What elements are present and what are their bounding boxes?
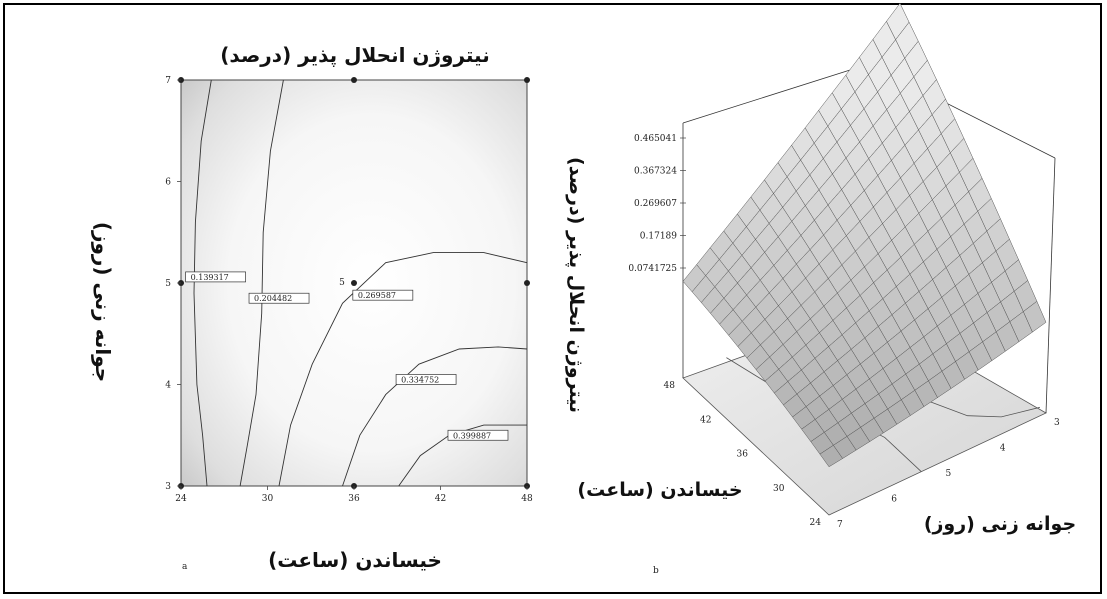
design-point-9: [524, 77, 530, 83]
x-tick-label-48: 48: [521, 494, 533, 504]
contour-title: نیتروژن انحلال پذیر (درصد): [220, 43, 489, 68]
contour-label-box: [185, 271, 246, 283]
y-tick-label-7: 7: [165, 76, 171, 86]
surface-x-tick-3: 3: [1054, 418, 1060, 428]
contour-label-box: [352, 289, 414, 301]
x-tick-label-24: 24: [175, 494, 187, 504]
y-tick-label-4: 4: [165, 381, 171, 391]
surface-y-tick-48: 48: [664, 381, 676, 391]
response-surface: [682, 2, 1047, 468]
box-top-back: [682, 63, 870, 124]
surface-y-tick-36: 36: [737, 450, 749, 460]
surface-y-tick-30: 30: [773, 484, 785, 494]
y-ticks-surface: 24 30 36 42 48: [664, 381, 822, 528]
surface-y-tick-42: 42: [700, 415, 711, 425]
contour-label-text: 0.204482: [254, 294, 292, 303]
contour-label-2: 0.204482: [248, 292, 310, 304]
contour-labels: 0.139317 0.204482 0.269587 0.334752 0.399887: [185, 271, 509, 441]
surface-x-tick-7: 7: [837, 520, 843, 530]
contour-line-4: [342, 346, 528, 487]
panel-label-b: b: [653, 566, 659, 576]
panel-label-a: a: [182, 562, 188, 572]
contour-label-text: 0.399887: [453, 431, 491, 440]
z-tick-label-1: 0.17189: [640, 231, 677, 241]
surface-z-axis-label: نیتروژن انحلال پذیر (درصد): [565, 157, 587, 413]
contour-panel: 0.139317 0.204482 0.269587 0.334752 0.399887…: [91, 43, 533, 572]
contour-label-3: 0.269587: [352, 289, 414, 301]
x-tick-label-30: 30: [262, 494, 274, 504]
contour-label-box: [248, 292, 310, 304]
contour-y-axis-label: جوانه زنی (روز): [91, 222, 115, 382]
z-tick-label-4: 0.465041: [634, 134, 677, 144]
contour-label-box: [447, 429, 509, 441]
design-point-8: [351, 77, 357, 83]
surface-y-tick-24: 24: [810, 518, 822, 528]
x-tick-label-36: 36: [348, 494, 360, 504]
y-tick-label-3: 3: [165, 482, 171, 492]
design-point-6: [524, 280, 530, 286]
contour-x-axis-label: خیساندن (ساعت): [268, 548, 442, 572]
surface-x-tick-5: 5: [946, 469, 952, 479]
z-tick-label-0: 0.0741725: [628, 264, 677, 274]
z-tick-label-2: 0.269607: [634, 199, 677, 209]
surface-y-axis-label: خیساندن (ساعت): [577, 479, 742, 501]
design-point-5: [351, 280, 357, 286]
contour-label-text: 0.269587: [358, 291, 396, 300]
contour-label-5: 0.399887: [447, 429, 509, 441]
x-ticks-surface: 3 4 5 6 7: [837, 418, 1060, 530]
y-ticks-contour: 3 4 5 6 7: [165, 76, 181, 492]
contour-label-box: [395, 374, 457, 385]
contour-label-text: 0.334752: [401, 375, 439, 384]
surface-x-tick-6: 6: [891, 495, 897, 505]
contour-label-1: 0.139317: [185, 271, 246, 283]
contour-label-4: 0.334752: [395, 374, 457, 385]
contour-line-2: [239, 79, 284, 487]
center-point-label: 5: [339, 278, 345, 288]
box-right-edge: [1045, 157, 1056, 414]
surface-x-axis-label: جوانه زنی (روز): [924, 513, 1076, 535]
y-tick-label-6: 6: [165, 178, 171, 188]
z-tick-label-3: 0.367324: [634, 166, 677, 176]
y-tick-label-5: 5: [165, 279, 171, 289]
x-ticks-contour: 24 30 36 42 48: [175, 486, 533, 504]
z-ticks: 0.0741725 0.17189 0.269607 0.367324 0.465041: [628, 134, 686, 274]
contour-label-text: 0.139317: [191, 273, 229, 282]
surface-x-tick-4: 4: [1000, 444, 1006, 454]
contour-line-1: [193, 79, 212, 487]
surface-cell: [819, 444, 843, 468]
x-tick-label-42: 42: [435, 494, 446, 504]
contour-line-3: [278, 252, 528, 487]
surface-panel: 0.0741725 0.17189 0.269607 0.367324 0.465041…: [565, 2, 1076, 576]
